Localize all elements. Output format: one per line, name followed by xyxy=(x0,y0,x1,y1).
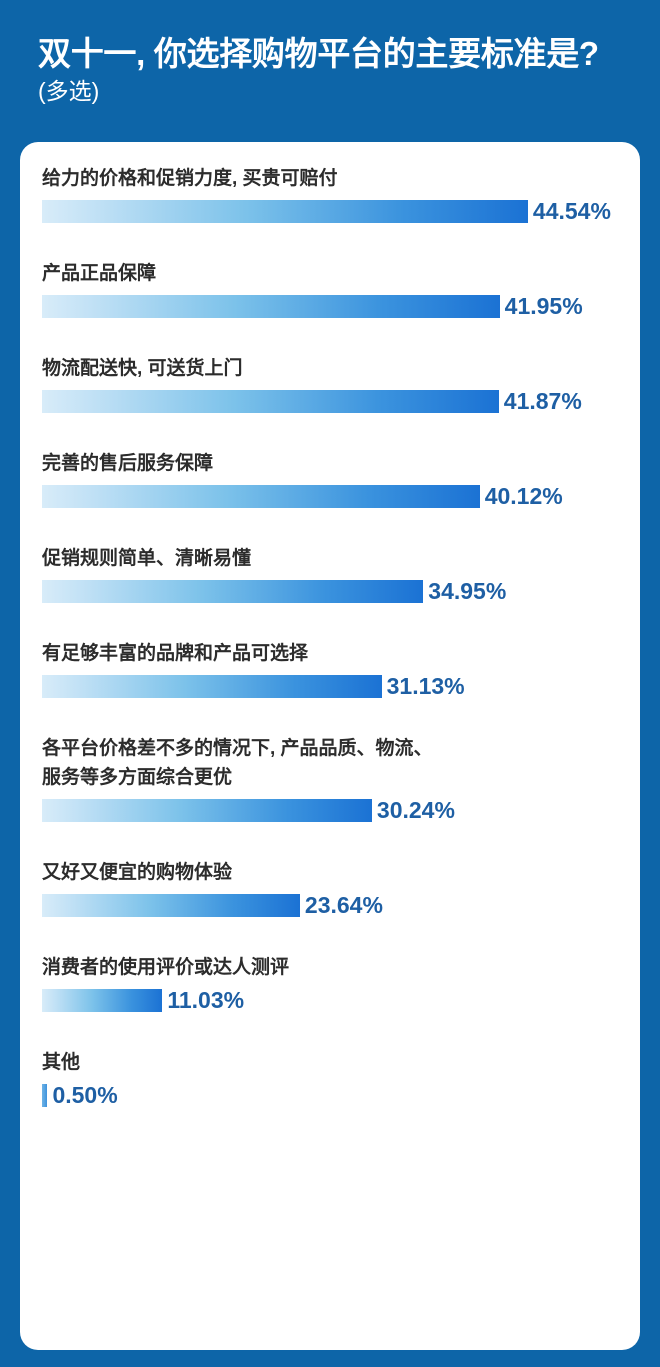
bar-fill xyxy=(42,580,424,603)
bar-label: 产品正品保障 xyxy=(42,263,157,284)
bar-label: 给力的价格和促销力度, 买贵可赔付 xyxy=(42,168,338,189)
bar-label: 又好又便宜的购物体验 xyxy=(42,862,233,883)
bar-line: 44.54% xyxy=(42,200,640,223)
bar-fill xyxy=(42,894,300,917)
page-subtitle: (多选) xyxy=(38,78,100,104)
bar-chart: 给力的价格和促销力度, 买贵可赔付 44.54% 产品正品保障 41.95% 物流配送快… xyxy=(20,164,640,1350)
bar-fill xyxy=(42,485,480,508)
bar-row: 完善的售后服务保障 40.12% xyxy=(20,449,640,508)
bar-fill xyxy=(42,989,163,1012)
bar-row: 产品正品保障 41.95% xyxy=(20,259,640,318)
bar-label: 促销规则简单、清晰易懂 xyxy=(42,548,252,569)
bar-line: 0.50% xyxy=(42,1084,640,1107)
bar-row: 其他 0.50% xyxy=(20,1048,640,1107)
bar-row: 有足够丰富的品牌和产品可选择 31.13% xyxy=(20,639,640,698)
bar-label: 完善的售后服务保障 xyxy=(42,453,214,474)
bar-line: 23.64% xyxy=(42,894,640,917)
header: 双十一, 你选择购物平台的主要标准是? (多选) xyxy=(0,0,660,106)
bar-row: 促销规则简单、清晰易懂 34.95% xyxy=(20,544,640,603)
bar-line: 30.24% xyxy=(42,799,640,822)
bar-fill xyxy=(42,675,382,698)
bar-value: 41.95% xyxy=(504,293,583,319)
bar-fill xyxy=(42,1084,48,1107)
bar-value: 31.13% xyxy=(386,673,465,699)
bar-value: 41.87% xyxy=(503,388,582,414)
bar-fill xyxy=(42,799,372,822)
bar-value: 40.12% xyxy=(484,483,563,509)
bar-line: 40.12% xyxy=(42,485,640,508)
chart-card: 给力的价格和促销力度, 买贵可赔付 44.54% 产品正品保障 41.95% 物流配送快… xyxy=(20,142,640,1350)
bar-label: 其他 xyxy=(42,1052,81,1073)
page-title: 双十一, 你选择购物平台的主要标准是? xyxy=(38,35,599,72)
bar-line: 41.87% xyxy=(42,390,640,413)
bar-line: 41.95% xyxy=(42,295,640,318)
bar-value: 0.50% xyxy=(52,1082,118,1108)
bar-row: 给力的价格和促销力度, 买贵可赔付 44.54% xyxy=(20,164,640,223)
bar-line: 34.95% xyxy=(42,580,640,603)
bar-value: 23.64% xyxy=(304,892,383,918)
bar-row: 消费者的使用评价或达人测评 11.03% xyxy=(20,953,640,1012)
bar-fill xyxy=(42,295,500,318)
bar-label: 消费者的使用评价或达人测评 xyxy=(42,957,290,978)
bar-row: 各平台价格差不多的情况下, 产品品质、物流、 服务等多方面综合更优 30.24% xyxy=(20,734,640,822)
bar-line: 11.03% xyxy=(42,989,640,1012)
bar-value: 30.24% xyxy=(376,797,455,823)
bar-label: 有足够丰富的品牌和产品可选择 xyxy=(42,643,309,664)
bar-row: 物流配送快, 可送货上门 41.87% xyxy=(20,354,640,413)
bar-line: 31.13% xyxy=(42,675,640,698)
bar-label: 物流配送快, 可送货上门 xyxy=(42,358,243,379)
bar-fill xyxy=(42,200,528,223)
bar-value: 44.54% xyxy=(532,198,611,224)
bar-value: 34.95% xyxy=(428,578,507,604)
bar-label: 各平台价格差不多的情况下, 产品品质、物流、 服务等多方面综合更优 xyxy=(42,738,433,788)
bar-value: 11.03% xyxy=(167,987,245,1013)
bar-row: 又好又便宜的购物体验 23.64% xyxy=(20,858,640,917)
bar-fill xyxy=(42,390,499,413)
